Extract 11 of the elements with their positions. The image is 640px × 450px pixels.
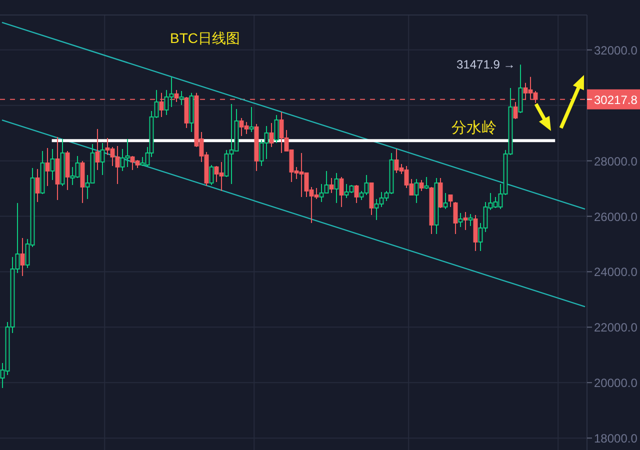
y-tick-label: 32000.0 — [594, 43, 638, 58]
y-tick-label: 22000.0 — [594, 320, 638, 335]
y-tick-label: 26000.0 — [594, 210, 638, 224]
title: BTC日线图 — [170, 30, 240, 46]
annotation: 31471.9 → — [456, 58, 516, 72]
ref-line-label: 30217.8 — [594, 92, 638, 107]
series-label: 分水岭 — [452, 120, 497, 137]
y-tick-label: 18000.0 — [594, 432, 638, 446]
y-tick-label: 20000.0 — [594, 376, 638, 390]
y-tick-label: 24000.0 — [594, 265, 638, 280]
y-tick-label: 28000.0 — [594, 154, 638, 168]
